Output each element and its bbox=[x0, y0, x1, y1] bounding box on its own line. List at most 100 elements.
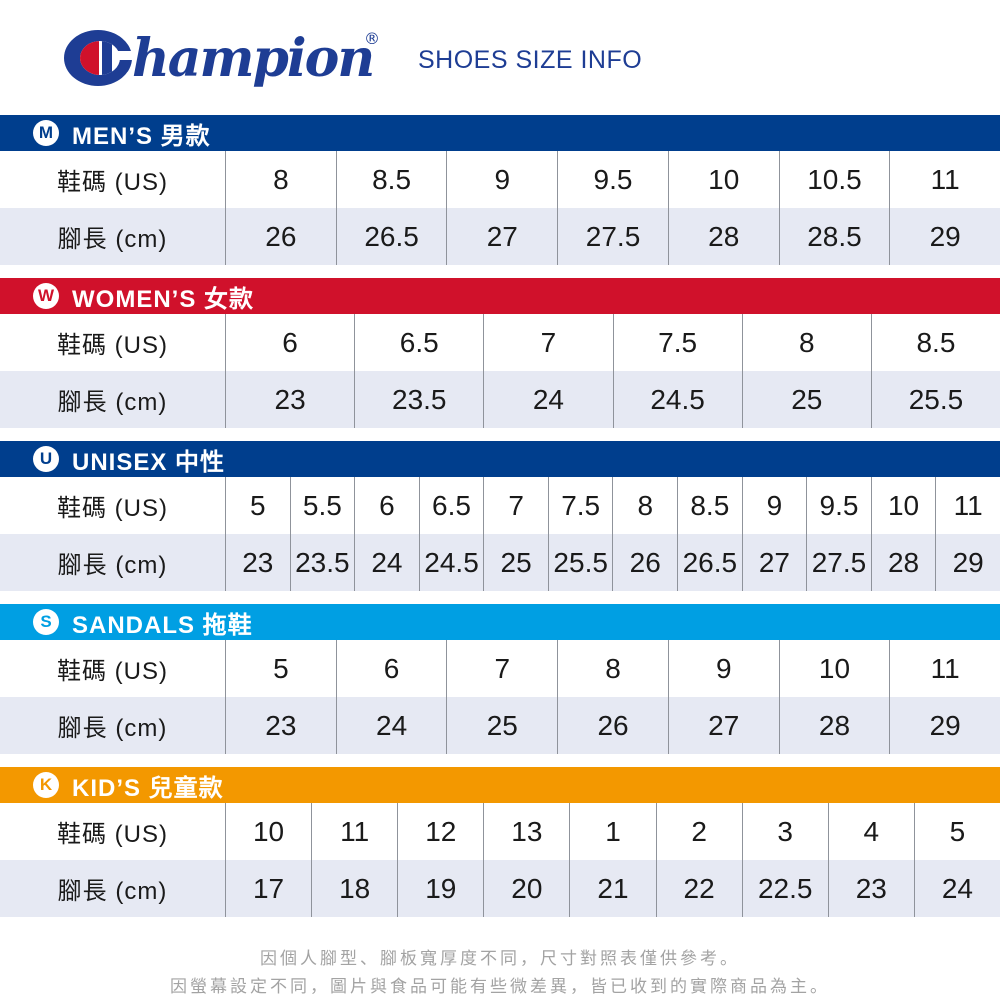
size-cell: 20 bbox=[483, 860, 569, 917]
size-cell: 8.5 bbox=[870, 314, 1000, 371]
size-cell: 8 bbox=[557, 640, 668, 697]
section-unisex: U UNISEX 中性 鞋碼 (US) 5 5.5 6 6.5 7 7.5 8 8.5 9 9.5 10 1… bbox=[0, 441, 1000, 591]
mens-cm-length-row: 腳長 (cm) 26 26.5 27 27.5 28 28.5 29 bbox=[0, 208, 1000, 265]
mens-section-header: M MEN’S 男款 bbox=[0, 115, 1000, 151]
size-cell: 28.5 bbox=[778, 208, 890, 265]
size-cell: 7 bbox=[446, 640, 557, 697]
womens-badge-icon: W bbox=[33, 283, 59, 309]
row-label: 鞋碼 (US) bbox=[57, 495, 168, 522]
sandals-badge-icon: S bbox=[33, 609, 59, 635]
size-cell: 29 bbox=[935, 534, 1000, 591]
size-cell: 19 bbox=[397, 860, 483, 917]
section-kids: K KID’S 兒童款 鞋碼 (US) 10 11 12 13 1 2 3 4 5 腳長 (cm) 17 1… bbox=[0, 767, 1000, 917]
size-cell: 7 bbox=[483, 314, 612, 371]
size-cell: 28 bbox=[667, 208, 779, 265]
size-cell: 9 bbox=[446, 151, 557, 208]
size-cell: 1 bbox=[569, 803, 655, 860]
size-sections: M MEN’S 男款 鞋碼 (US) 8 8.5 9 9.5 10 10.5 11 腳長 (cm) 2… bbox=[0, 115, 1000, 917]
champion-logo: hampion ® bbox=[62, 22, 392, 94]
womens-section-title: WOMEN’S 女款 bbox=[72, 285, 254, 313]
size-cell: 5 bbox=[225, 640, 336, 697]
size-cell: 8 bbox=[612, 477, 677, 534]
kids-us-size-row: 鞋碼 (US) 10 11 12 13 1 2 3 4 5 bbox=[0, 803, 1000, 860]
size-cell: 24 bbox=[913, 860, 1000, 917]
sandals-cm-length-row: 腳長 (cm) 23 24 25 26 27 28 29 bbox=[0, 697, 1000, 754]
mens-section-title: MEN’S 男款 bbox=[72, 122, 211, 150]
size-cell: 6.5 bbox=[418, 477, 484, 534]
size-cell: 8 bbox=[225, 151, 336, 208]
section-mens: M MEN’S 男款 鞋碼 (US) 8 8.5 9 9.5 10 10.5 11 腳長 (cm) 2… bbox=[0, 115, 1000, 265]
size-cell: 2 bbox=[655, 803, 742, 860]
row-label: 鞋碼 (US) bbox=[57, 332, 168, 359]
size-cell: 5 bbox=[913, 803, 1000, 860]
size-cell: 24.5 bbox=[418, 534, 484, 591]
unisex-section-header: U UNISEX 中性 bbox=[0, 441, 1000, 477]
size-cell: 24 bbox=[483, 371, 612, 428]
footer-note-1: 因個人腳型、腳板寬厚度不同，尺寸對照表僅供參考。 bbox=[260, 949, 740, 968]
registered-mark: ® bbox=[364, 29, 380, 48]
size-cell: 27 bbox=[667, 697, 779, 754]
row-label: 腳長 (cm) bbox=[57, 226, 168, 253]
size-cell: 27.5 bbox=[557, 208, 668, 265]
size-cell: 25 bbox=[741, 371, 871, 428]
size-cell: 7.5 bbox=[547, 477, 613, 534]
size-cell: 18 bbox=[311, 860, 397, 917]
size-cell: 27.5 bbox=[806, 534, 871, 591]
size-cell: 24 bbox=[335, 697, 447, 754]
size-cell: 25 bbox=[483, 534, 548, 591]
unisex-section-title: UNISEX 中性 bbox=[72, 448, 226, 476]
section-sandals: S SANDALS 拖鞋 鞋碼 (US) 5 6 7 8 9 10 11 腳長 (cm) 23 24 25… bbox=[0, 604, 1000, 754]
size-cell: 12 bbox=[397, 803, 483, 860]
row-label: 腳長 (cm) bbox=[57, 878, 168, 905]
size-cell: 28 bbox=[778, 697, 890, 754]
size-cell: 7.5 bbox=[612, 314, 742, 371]
size-cell: 4 bbox=[827, 803, 914, 860]
size-cell: 26 bbox=[557, 697, 668, 754]
sandals-section-header: S SANDALS 拖鞋 bbox=[0, 604, 1000, 640]
size-cell: 5 bbox=[225, 477, 290, 534]
size-cell: 9 bbox=[741, 477, 807, 534]
kids-section-header: K KID’S 兒童款 bbox=[0, 767, 1000, 803]
size-cell: 17 bbox=[225, 860, 311, 917]
size-cell: 9.5 bbox=[557, 151, 668, 208]
kids-size-table: 鞋碼 (US) 10 11 12 13 1 2 3 4 5 腳長 (cm) 17 18 19 20 21 22 2… bbox=[0, 803, 1000, 917]
sandals-size-table: 鞋碼 (US) 5 6 7 8 9 10 11 腳長 (cm) 23 24 25 26 27 28 29 bbox=[0, 640, 1000, 754]
unisex-cm-length-row: 腳長 (cm) 23 23.5 24 24.5 25 25.5 26 26.5 27 27.5 28 2… bbox=[0, 534, 1000, 591]
footer-notes: 因個人腳型、腳板寬厚度不同，尺寸對照表僅供參考。 因螢幕設定不同，圖片與食品可能… bbox=[0, 930, 1000, 1000]
size-cell: 22 bbox=[655, 860, 742, 917]
size-cell: 10 bbox=[667, 151, 779, 208]
size-cell: 8 bbox=[741, 314, 871, 371]
brand-header: hampion ® SHOES SIZE INFO bbox=[0, 0, 1000, 115]
size-cell: 29 bbox=[889, 208, 1000, 265]
row-label: 鞋碼 (US) bbox=[57, 169, 168, 196]
size-cell: 23 bbox=[225, 534, 290, 591]
size-cell: 25.5 bbox=[870, 371, 1000, 428]
size-cell: 6 bbox=[335, 640, 447, 697]
size-cell: 23 bbox=[827, 860, 914, 917]
size-cell: 27 bbox=[741, 534, 807, 591]
size-cell: 23.5 bbox=[289, 534, 355, 591]
womens-section-header: W WOMEN’S 女款 bbox=[0, 278, 1000, 314]
size-cell: 26 bbox=[612, 534, 677, 591]
section-womens: W WOMEN’S 女款鞋碼 (US) 6 6.5 7 7.5 8 8.5 腳長 (cm) 23 2… bbox=[0, 278, 1000, 428]
sandals-section-title: SANDALS 拖鞋 bbox=[72, 611, 253, 639]
size-cell: 23 bbox=[225, 371, 354, 428]
size-cell: 11 bbox=[889, 151, 1000, 208]
size-cell: 6.5 bbox=[354, 314, 483, 371]
size-cell: 23 bbox=[225, 697, 336, 754]
size-cell: 24 bbox=[354, 534, 419, 591]
size-cell: 10 bbox=[225, 803, 311, 860]
size-cell: 8.5 bbox=[677, 477, 742, 534]
size-cell: 22.5 bbox=[741, 860, 828, 917]
size-cell: 3 bbox=[741, 803, 828, 860]
size-cell: 26.5 bbox=[677, 534, 742, 591]
womens-cm-length-row: 腳長 (cm) 23 23.5 24 24.5 25 25.5 bbox=[0, 371, 1000, 428]
size-cell: 6 bbox=[225, 314, 354, 371]
row-label: 腳長 (cm) bbox=[57, 715, 168, 742]
size-cell: 28 bbox=[870, 534, 936, 591]
champion-logo-graphic: hampion ® bbox=[64, 28, 380, 89]
size-cell: 11 bbox=[935, 477, 1000, 534]
size-cell: 8.5 bbox=[335, 151, 447, 208]
kids-badge-icon: K bbox=[33, 772, 59, 798]
mens-us-size-row: 鞋碼 (US) 8 8.5 9 9.5 10 10.5 11 bbox=[0, 151, 1000, 208]
